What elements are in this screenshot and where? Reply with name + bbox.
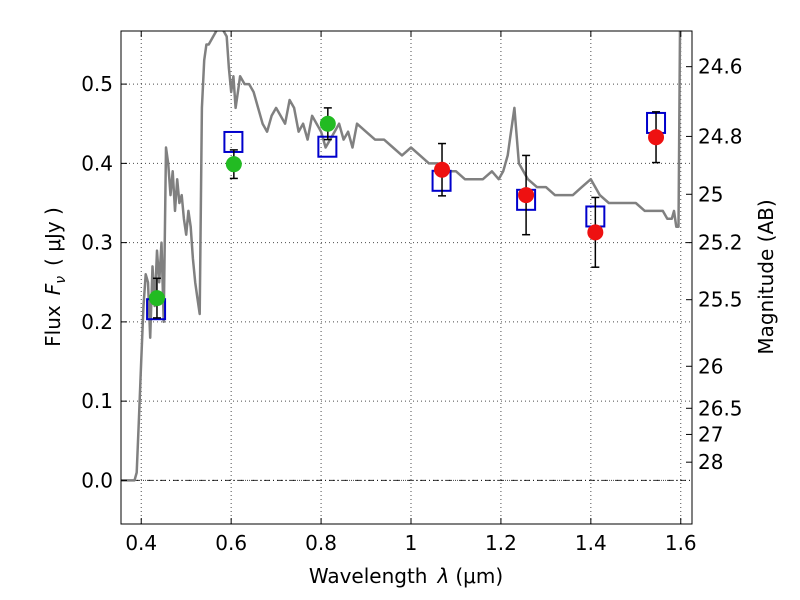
magnitude-tick-label: 24.8 [698,124,743,148]
grid-layer [121,31,692,524]
green-data-point [319,115,336,132]
plot-frame [120,30,693,525]
magnitude-tick-label: 24.6 [698,55,743,79]
y-tick-label: 0.0 [81,468,113,492]
marker-layer [146,107,667,321]
red-data-point [587,224,604,241]
red-data-point [648,129,665,146]
spectrum-layer [121,31,682,482]
y-axis-label: FluxFν( μJy ) [41,207,69,347]
y-tick-label: 0.5 [81,72,113,96]
magnitude-tick-label: 25.2 [698,231,743,255]
green-data-point [148,290,165,307]
magnitude-tick-label: 25 [698,182,723,206]
red-data-point [434,161,451,178]
magnitude-tick-label: 26 [698,354,723,378]
y-tick-label: 0.3 [81,231,113,255]
model-photometry-square [223,130,244,153]
magnitude-axis-label: Magnitude (AB) [754,199,778,354]
x-tick-label: 1.2 [485,531,517,555]
x-axis-label: Wavelength λ (μm) [309,564,503,588]
y-tick-layer: 0.0 0.1 0.2 0.3 0.4 0.5 [81,72,127,492]
y-tick-label: 0.1 [81,389,113,413]
magnitude-tick-label: 28 [698,450,723,474]
magnitude-tick-label: 26.5 [698,396,743,420]
magnitude-tick-label: 25.5 [698,288,743,312]
y-tick-label: 0.2 [81,310,113,334]
model-spectrum-line [121,31,682,482]
x-tick-label: 1.4 [575,531,607,555]
x-tick-label: 1 [405,531,418,555]
green-data-point [225,156,242,173]
y-tick-label: 0.4 [81,151,113,175]
x-tick-label: 1.6 [665,531,697,555]
x-tick-layer: 0.4 0.6 0.8 1 1.2 1.4 1.6 [125,31,697,555]
red-data-point [518,187,535,204]
x-tick-label: 0.6 [215,531,247,555]
magnitude-tick-label: 27 [698,422,723,446]
x-tick-label: 0.4 [125,531,157,555]
magnitude-tick-layer: 24.6 24.8 25 25.2 25.5 26 26.527 28 [686,55,743,474]
x-tick-label: 0.8 [305,531,337,555]
